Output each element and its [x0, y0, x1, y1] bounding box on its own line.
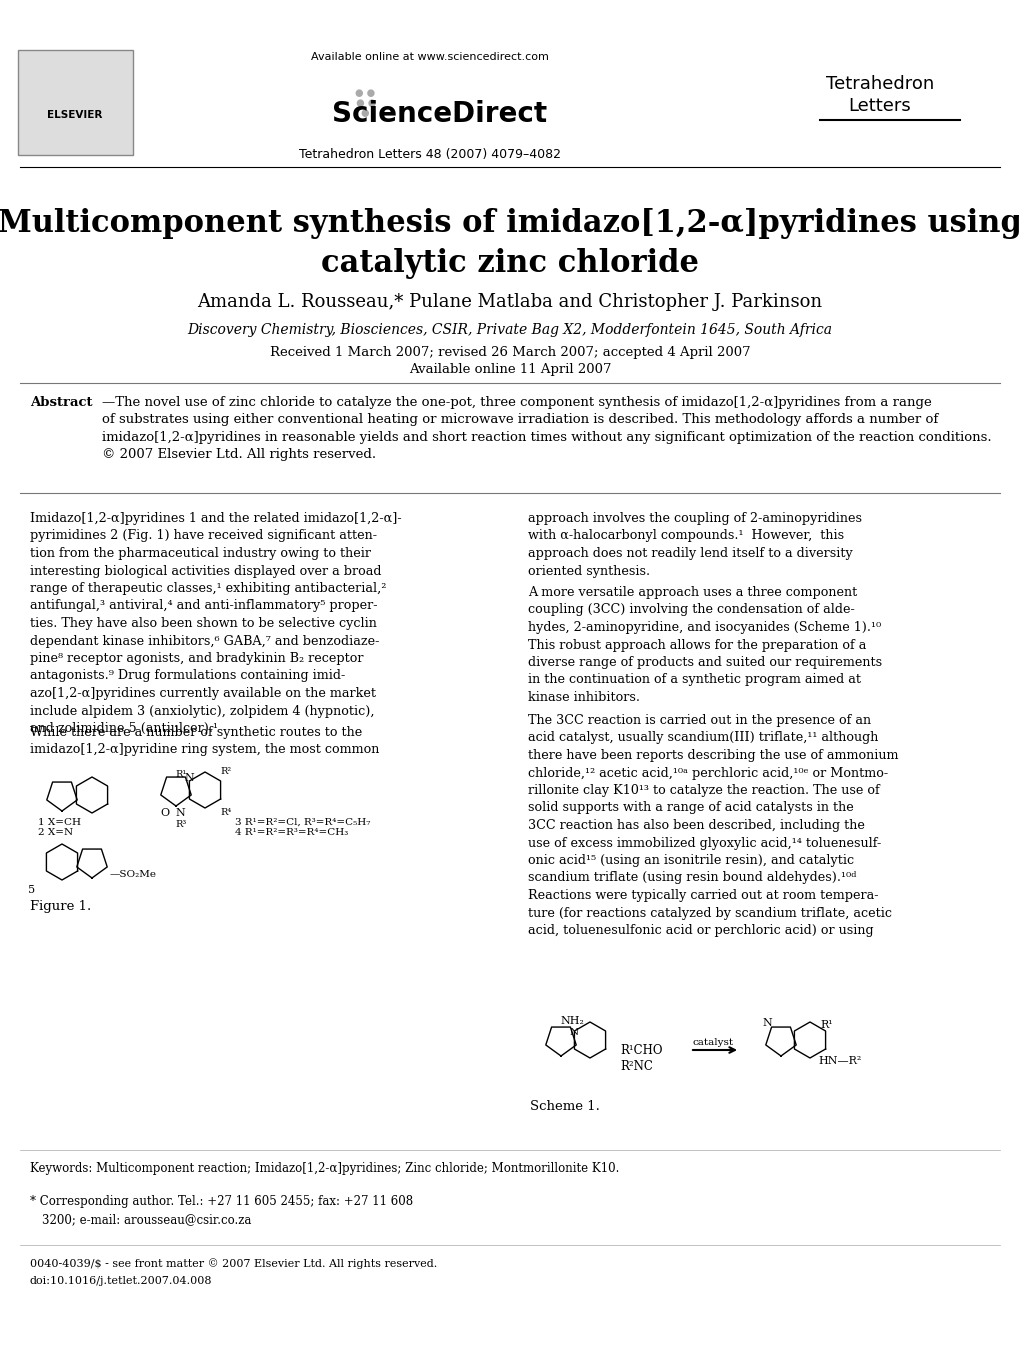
- Bar: [18, 50, 132, 155]
- Text: ScienceDirect: ScienceDirect: [332, 101, 547, 128]
- Text: Imidazo[1,2-α]pyridines 1 and the related imidazo[1,2-α]-
pyrimidines 2 (Fig. 1): Imidazo[1,2-α]pyridines 1 and the relate…: [30, 512, 401, 735]
- Text: Letters: Letters: [848, 96, 911, 116]
- Text: 3200; e-mail: arousseau@csir.co.za: 3200; e-mail: arousseau@csir.co.za: [42, 1214, 251, 1226]
- Text: Available online at www.sciencedirect.com: Available online at www.sciencedirect.co…: [311, 52, 548, 63]
- Text: R¹: R¹: [175, 771, 186, 779]
- Text: 1 X=CH
2 X=N: 1 X=CH 2 X=N: [38, 818, 81, 837]
- Text: —The novel use of zinc chloride to catalyze the one-pot, three component synthes: —The novel use of zinc chloride to catal…: [102, 395, 990, 462]
- Text: A more versatile approach uses a three component
coupling (3CC) involving the co: A more versatile approach uses a three c…: [528, 586, 881, 704]
- Text: Available online 11 April 2007: Available online 11 April 2007: [409, 363, 610, 376]
- Text: * Corresponding author. Tel.: +27 11 605 2455; fax: +27 11 608: * Corresponding author. Tel.: +27 11 605…: [30, 1195, 413, 1208]
- Text: ● ●
 ● ●
●: ● ● ● ● ●: [353, 88, 376, 118]
- Text: Multicomponent synthesis of imidazo[1,2-α]pyridines using: Multicomponent synthesis of imidazo[1,2-…: [0, 208, 1019, 239]
- Text: Scheme 1.: Scheme 1.: [530, 1099, 599, 1113]
- Text: Received 1 March 2007; revised 26 March 2007; accepted 4 April 2007: Received 1 March 2007; revised 26 March …: [269, 347, 750, 359]
- Text: Figure 1.: Figure 1.: [30, 900, 91, 913]
- Text: R³: R³: [175, 819, 186, 829]
- Text: NH₂: NH₂: [559, 1017, 583, 1026]
- Text: doi:10.1016/j.tetlet.2007.04.008: doi:10.1016/j.tetlet.2007.04.008: [30, 1276, 212, 1286]
- Text: O: O: [160, 809, 169, 818]
- Text: N: N: [761, 1018, 771, 1027]
- Text: Keywords: Multicomponent reaction; Imidazo[1,2-α]pyridines; Zinc chloride; Montm: Keywords: Multicomponent reaction; Imida…: [30, 1162, 619, 1176]
- Text: N: N: [184, 773, 194, 783]
- Text: HN—R²: HN—R²: [817, 1056, 860, 1065]
- Text: Tetrahedron: Tetrahedron: [825, 75, 933, 92]
- Text: 0040-4039/$ - see front matter © 2007 Elsevier Ltd. All rights reserved.: 0040-4039/$ - see front matter © 2007 El…: [30, 1258, 437, 1269]
- Text: R¹: R¹: [819, 1021, 832, 1030]
- Text: —SO₂Me: —SO₂Me: [110, 870, 157, 879]
- Text: catalyst: catalyst: [692, 1038, 733, 1046]
- Text: N: N: [570, 1027, 579, 1037]
- Text: R⁴: R⁴: [220, 809, 231, 817]
- Text: While there are a number of synthetic routes to the
imidazo[1,2-α]pyridine ring : While there are a number of synthetic ro…: [30, 726, 379, 757]
- Text: approach involves the coupling of 2-aminopyridines
with α-halocarbonyl compounds: approach involves the coupling of 2-amin…: [528, 512, 861, 578]
- Text: catalytic zinc chloride: catalytic zinc chloride: [321, 247, 698, 279]
- Text: R¹CHO: R¹CHO: [620, 1044, 662, 1057]
- Text: Tetrahedron Letters 48 (2007) 4079–4082: Tetrahedron Letters 48 (2007) 4079–4082: [299, 148, 560, 160]
- Text: Amanda L. Rousseau,* Pulane Matlaba and Christopher J. Parkinson: Amanda L. Rousseau,* Pulane Matlaba and …: [198, 294, 821, 311]
- Text: R²NC: R²NC: [620, 1060, 652, 1074]
- Text: N: N: [175, 809, 184, 818]
- Text: ELSEVIER: ELSEVIER: [47, 110, 103, 120]
- Text: 3 R¹=R²=Cl, R³=R⁴=C₅H₇
4 R¹=R²=R³=R⁴=CH₃: 3 R¹=R²=Cl, R³=R⁴=C₅H₇ 4 R¹=R²=R³=R⁴=CH₃: [234, 818, 370, 837]
- Text: Abstract: Abstract: [30, 395, 93, 409]
- Text: Discovery Chemistry, Biosciences, CSIR, Private Bag X2, Modderfontein 1645, Sout: Discovery Chemistry, Biosciences, CSIR, …: [187, 323, 832, 337]
- Text: The 3CC reaction is carried out in the presence of an
acid catalyst, usually sca: The 3CC reaction is carried out in the p…: [528, 713, 898, 936]
- Text: R²: R²: [220, 766, 231, 776]
- Text: 5: 5: [28, 885, 35, 896]
